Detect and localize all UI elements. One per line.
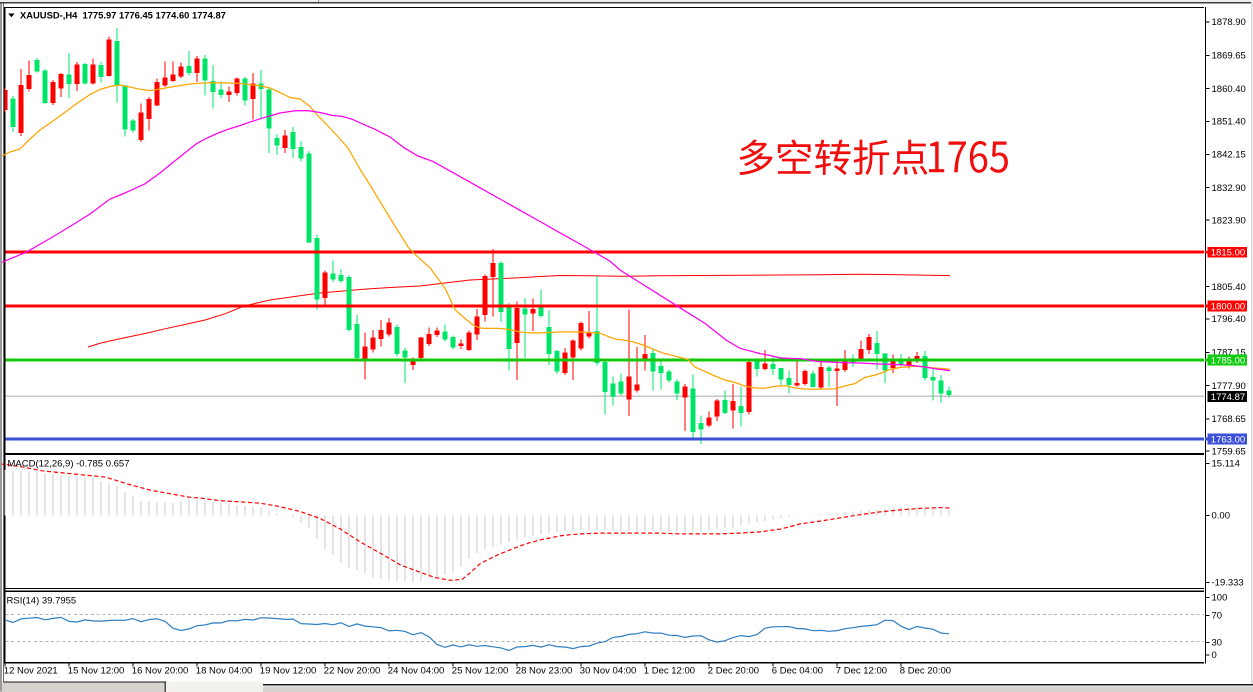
svg-text:22 Nov 20:00: 22 Nov 20:00 <box>324 666 381 677</box>
svg-text:25 Nov 12:00: 25 Nov 12:00 <box>452 666 509 677</box>
svg-text:1878.90: 1878.90 <box>1212 17 1246 28</box>
svg-text:2 Dec 20:00: 2 Dec 20:00 <box>708 666 759 677</box>
svg-text:1815.00: 1815.00 <box>1211 248 1245 259</box>
svg-text:0.00: 0.00 <box>1212 511 1231 522</box>
svg-text:RSI(14) 39.7955: RSI(14) 39.7955 <box>7 596 77 607</box>
svg-text:1842.15: 1842.15 <box>1212 150 1246 161</box>
svg-text:1796.40: 1796.40 <box>1212 314 1246 325</box>
svg-text:16 Nov 20:00: 16 Nov 20:00 <box>132 666 189 677</box>
svg-text:1832.90: 1832.90 <box>1212 183 1246 194</box>
svg-text:XAUUSD-,H4 1775.97 1776.45 17: XAUUSD-,H4 1775.97 1776.45 1774.60 1774.… <box>20 9 226 20</box>
svg-text:100: 100 <box>1212 593 1228 604</box>
svg-text:6 Dec 04:00: 6 Dec 04:00 <box>772 666 823 677</box>
svg-text:1768.65: 1768.65 <box>1212 414 1246 425</box>
svg-text:-19.333: -19.333 <box>1212 578 1244 589</box>
svg-text:1774.87: 1774.87 <box>1211 392 1245 403</box>
svg-text:1869.65: 1869.65 <box>1212 51 1246 62</box>
svg-text:24 Nov 04:00: 24 Nov 04:00 <box>388 666 445 677</box>
svg-text:12 Nov 2021: 12 Nov 2021 <box>4 666 58 677</box>
svg-text:28 Nov 23:00: 28 Nov 23:00 <box>516 666 573 677</box>
svg-text:1777.90: 1777.90 <box>1212 381 1246 392</box>
svg-text:1800.00: 1800.00 <box>1211 301 1245 312</box>
svg-text:1759.65: 1759.65 <box>1212 446 1246 457</box>
svg-text:1763.00: 1763.00 <box>1211 434 1245 445</box>
svg-text:18 Nov 04:00: 18 Nov 04:00 <box>196 666 253 677</box>
svg-text:70: 70 <box>1212 611 1223 622</box>
svg-text:1823.90: 1823.90 <box>1212 215 1246 226</box>
svg-text:1860.40: 1860.40 <box>1212 84 1246 95</box>
svg-text:30: 30 <box>1212 638 1223 649</box>
svg-text:19 Nov 12:00: 19 Nov 12:00 <box>260 666 317 677</box>
svg-text:15.114: 15.114 <box>1212 459 1240 470</box>
svg-text:MACD(12,26,9) -0.785 0.657: MACD(12,26,9) -0.785 0.657 <box>8 459 130 470</box>
svg-text:1787.15: 1787.15 <box>1212 348 1246 359</box>
svg-text:1805.40: 1805.40 <box>1212 282 1246 293</box>
svg-text:15 Nov 12:00: 15 Nov 12:00 <box>68 666 125 677</box>
svg-text:30 Nov 04:00: 30 Nov 04:00 <box>580 666 637 677</box>
svg-text:1 Dec 12:00: 1 Dec 12:00 <box>644 666 695 677</box>
svg-text:1785.00: 1785.00 <box>1211 355 1245 366</box>
svg-text:8 Dec 20:00: 8 Dec 20:00 <box>900 666 951 677</box>
svg-text:7 Dec 12:00: 7 Dec 12:00 <box>836 666 887 677</box>
svg-text:1851.40: 1851.40 <box>1212 117 1246 128</box>
svg-text:0: 0 <box>1212 650 1217 661</box>
